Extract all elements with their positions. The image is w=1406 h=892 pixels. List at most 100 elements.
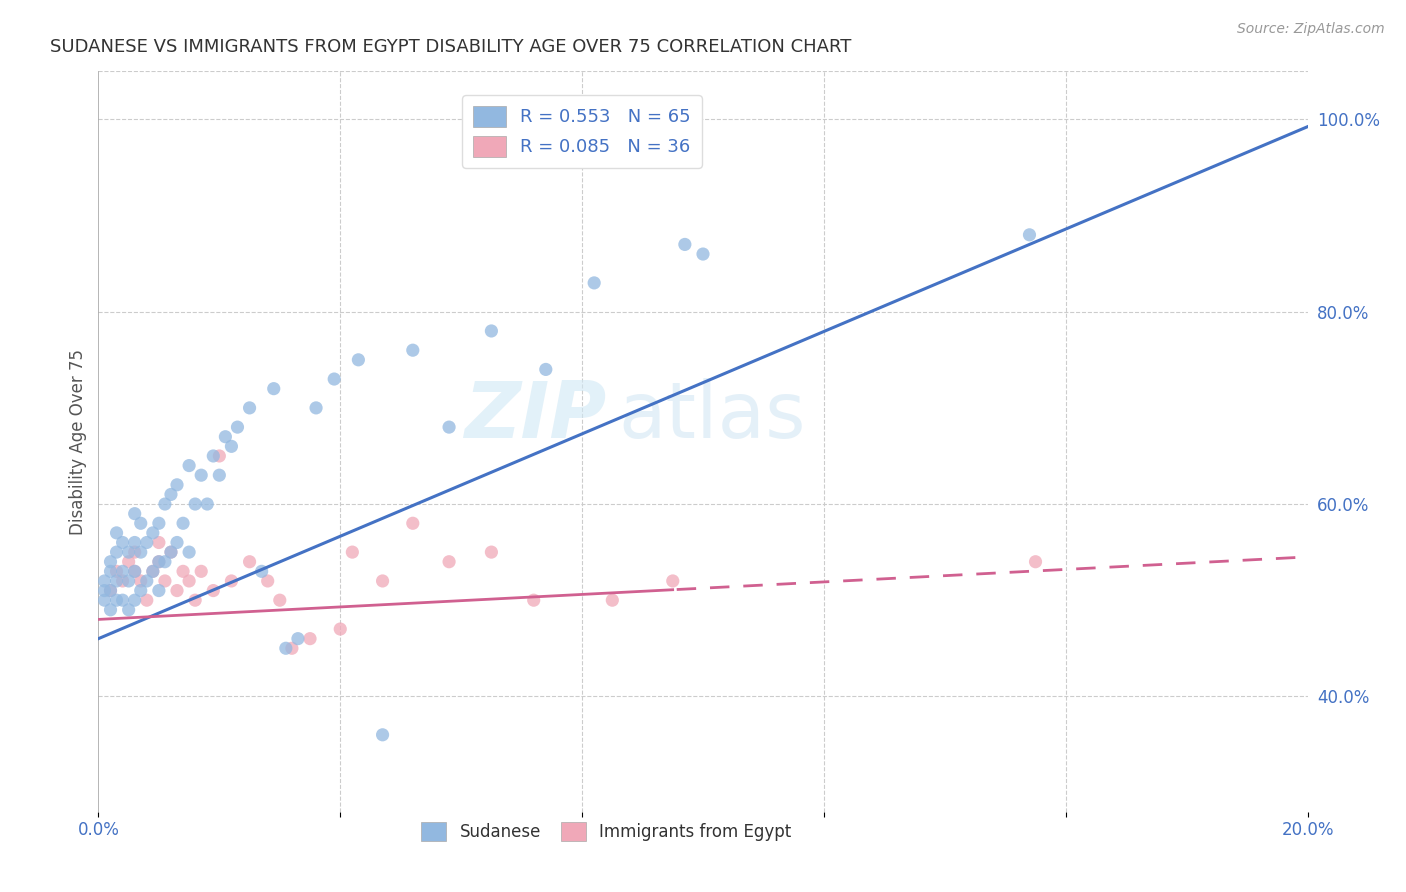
Point <box>172 565 194 579</box>
Point <box>153 555 176 569</box>
Point <box>166 478 188 492</box>
Point <box>142 565 165 579</box>
Point <box>202 583 225 598</box>
Point <box>111 535 134 549</box>
Point <box>148 583 170 598</box>
Text: atlas: atlas <box>619 377 806 454</box>
Point <box>437 555 460 569</box>
Point <box>129 545 152 559</box>
Point <box>124 593 146 607</box>
Point <box>105 565 128 579</box>
Point <box>221 439 243 453</box>
Point <box>142 565 165 579</box>
Point <box>239 555 262 569</box>
Point <box>105 525 128 540</box>
Point <box>437 420 460 434</box>
Point <box>118 545 141 559</box>
Point <box>226 420 249 434</box>
Point <box>148 535 170 549</box>
Text: SUDANESE VS IMMIGRANTS FROM EGYPT DISABILITY AGE OVER 75 CORRELATION CHART: SUDANESE VS IMMIGRANTS FROM EGYPT DISABI… <box>51 38 852 56</box>
Point <box>124 565 146 579</box>
Point <box>111 574 134 588</box>
Point <box>602 593 624 607</box>
Point <box>93 583 115 598</box>
Point <box>166 583 188 598</box>
Point <box>148 555 170 569</box>
Point <box>93 593 115 607</box>
Point <box>135 574 157 588</box>
Point <box>105 593 128 607</box>
Point <box>111 593 134 607</box>
Point <box>256 574 278 588</box>
Point <box>347 352 370 367</box>
Point <box>692 247 714 261</box>
Point <box>269 593 291 607</box>
Point <box>135 593 157 607</box>
Point <box>371 574 394 588</box>
Point <box>124 565 146 579</box>
Point <box>105 574 128 588</box>
Point <box>195 497 218 511</box>
Point <box>118 574 141 588</box>
Point <box>100 565 122 579</box>
Legend: Sudanese, Immigrants from Egypt: Sudanese, Immigrants from Egypt <box>415 815 799 847</box>
Point <box>274 641 297 656</box>
Point <box>287 632 309 646</box>
Point <box>263 382 285 396</box>
Point <box>481 324 503 338</box>
Point <box>402 343 425 358</box>
Point <box>160 545 183 559</box>
Point <box>208 449 231 463</box>
Point <box>153 497 176 511</box>
Point <box>523 593 546 607</box>
Point <box>124 535 146 549</box>
Point <box>329 622 352 636</box>
Point <box>661 574 683 588</box>
Point <box>190 468 212 483</box>
Point <box>202 449 225 463</box>
Point <box>179 574 201 588</box>
Point <box>323 372 346 386</box>
Point <box>371 728 394 742</box>
Point <box>153 574 176 588</box>
Point <box>124 545 146 559</box>
Point <box>214 430 236 444</box>
Point <box>179 545 201 559</box>
Point <box>305 401 328 415</box>
Point <box>342 545 364 559</box>
Point <box>129 574 152 588</box>
Point <box>299 632 322 646</box>
Point <box>160 487 183 501</box>
Point <box>184 497 207 511</box>
Point <box>481 545 503 559</box>
Point <box>148 516 170 531</box>
Point <box>93 574 115 588</box>
Point <box>118 603 141 617</box>
Point <box>583 276 606 290</box>
Point <box>142 525 165 540</box>
Text: Source: ZipAtlas.com: Source: ZipAtlas.com <box>1237 22 1385 37</box>
Point <box>239 401 262 415</box>
Point <box>172 516 194 531</box>
Point <box>100 603 122 617</box>
Point <box>105 545 128 559</box>
Point <box>184 593 207 607</box>
Point <box>673 237 696 252</box>
Point <box>100 583 122 598</box>
Point <box>111 565 134 579</box>
Point <box>118 555 141 569</box>
Point <box>124 507 146 521</box>
Point <box>129 516 152 531</box>
Point <box>100 583 122 598</box>
Point <box>100 555 122 569</box>
Point <box>135 535 157 549</box>
Point <box>534 362 557 376</box>
Point <box>166 535 188 549</box>
Point <box>190 565 212 579</box>
Point <box>281 641 304 656</box>
Point <box>208 468 231 483</box>
Point <box>148 555 170 569</box>
Point <box>250 565 273 579</box>
Point <box>160 545 183 559</box>
Point <box>1024 555 1046 569</box>
